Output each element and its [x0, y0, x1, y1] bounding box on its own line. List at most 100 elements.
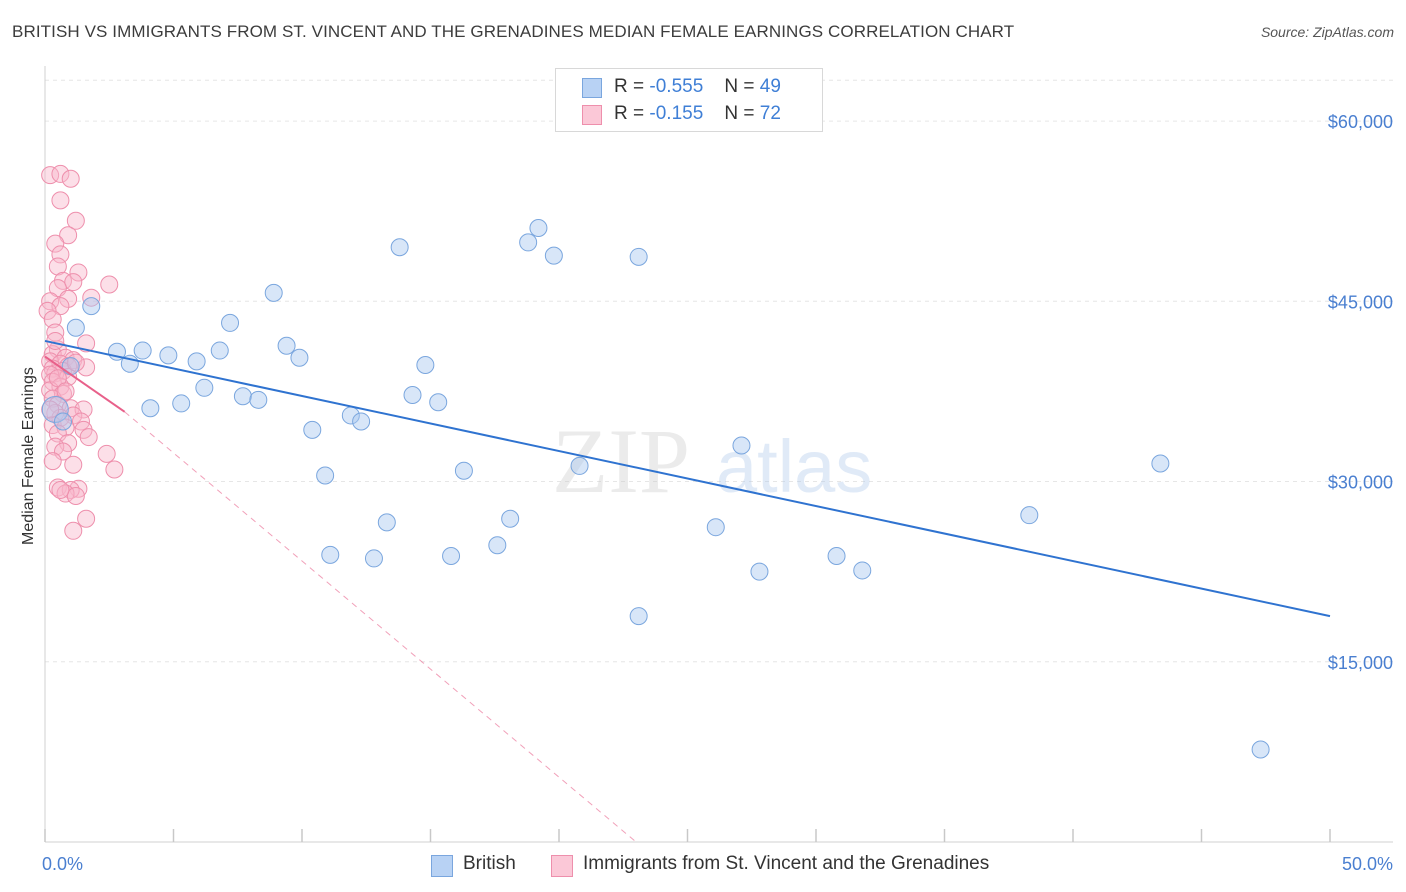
british-point: [290, 348, 309, 367]
immigrants-point: [66, 486, 85, 505]
gridlines: [45, 79, 1393, 663]
immigrants-point: [51, 191, 70, 210]
immigrants-points: [38, 164, 124, 540]
british-point: [544, 246, 563, 265]
british-point: [454, 461, 473, 480]
british-point: [629, 607, 648, 626]
british-point: [187, 352, 206, 371]
bottom-british-swatch: [431, 855, 453, 877]
british-point: [141, 399, 160, 418]
y-tick-labels: $15,000 $30,000 $45,000 $60,000: [1328, 112, 1393, 673]
immigrants-point: [64, 521, 83, 540]
british-point: [403, 386, 422, 405]
y-tick-label: $15,000: [1328, 653, 1393, 673]
british-points: [41, 219, 1270, 759]
british-point: [233, 387, 252, 406]
british-point: [1251, 740, 1270, 759]
british-point: [133, 341, 152, 360]
immigrants-point: [66, 211, 85, 230]
british-point: [750, 562, 769, 581]
immigrants-n-value: 72: [759, 103, 781, 124]
british-point: [377, 513, 396, 532]
immigrants-swatch: [582, 105, 602, 125]
immigrants-point: [97, 444, 116, 463]
immigrants-n-label: N =: [724, 103, 755, 124]
british-point: [488, 536, 507, 555]
british-point: [61, 357, 80, 376]
immigrants-point: [48, 369, 67, 388]
british-point: [221, 313, 240, 332]
immigrants-point: [64, 273, 83, 292]
british-point: [277, 336, 296, 355]
british-point: [519, 233, 538, 252]
british-point: [706, 518, 725, 537]
immigrants-point: [79, 428, 98, 447]
british-point: [416, 355, 435, 374]
watermark: ZIP atlas: [552, 410, 872, 512]
british-point: [629, 247, 648, 266]
immigrants-point: [38, 301, 57, 320]
british-n-value: 49: [759, 76, 781, 97]
immigrants-trend-line: [124, 411, 637, 843]
british-point: [1020, 506, 1039, 525]
british-r-value: -0.555: [649, 76, 704, 97]
trend-lines: [44, 339, 1331, 843]
watermark-zip: ZIP: [552, 410, 690, 512]
british-point: [529, 219, 548, 238]
chart-title: BRITISH VS IMMIGRANTS FROM ST. VINCENT A…: [12, 22, 1015, 41]
british-trend-line: [44, 339, 1331, 618]
british-point: [321, 545, 340, 564]
bottom-immigrants-swatch: [551, 855, 573, 877]
british-point: [210, 341, 229, 360]
immigrants-point: [77, 358, 96, 377]
immigrants-point: [105, 460, 124, 479]
immigrants-point: [66, 353, 85, 372]
british-point: [853, 561, 872, 580]
x-tick-labels: 0.0% 50.0%: [42, 854, 1393, 874]
immigrants-point: [51, 480, 70, 499]
british-point: [570, 456, 589, 475]
immigrants-point: [64, 455, 83, 474]
x-tick-label: 50.0%: [1342, 854, 1393, 874]
british-point: [429, 393, 448, 412]
immigrants-point: [41, 400, 60, 419]
bottom-british-label: British: [463, 853, 516, 874]
british-point: [1151, 454, 1170, 473]
british-point: [732, 436, 751, 455]
british-point: [195, 378, 214, 397]
immigrants-trend-line: [44, 355, 126, 413]
immigrants-point: [59, 226, 78, 245]
immigrants-point: [69, 263, 88, 282]
y-tick-label: $60,000: [1328, 112, 1393, 132]
bottom-immigrants-label: Immigrants from St. Vincent and the Gren…: [583, 853, 990, 874]
british-point: [352, 412, 371, 431]
immigrants-r-value: -0.155: [649, 103, 704, 124]
british-point: [827, 547, 846, 566]
immigrants-point: [59, 289, 78, 308]
immigrants-point: [77, 334, 96, 353]
immigrants-point: [74, 400, 93, 419]
immigrants-point: [61, 169, 80, 188]
y-tick-label: $30,000: [1328, 473, 1393, 493]
immigrants-point: [43, 452, 62, 471]
british-point: [442, 547, 461, 566]
british-point: [303, 420, 322, 439]
british-n-label: N =: [724, 76, 755, 97]
immigrants-point: [56, 382, 75, 401]
immigrants-point: [43, 310, 62, 329]
correlation-legend: R = -0.555 N = 49 R = -0.155 N = 72: [555, 68, 823, 132]
british-swatch: [582, 78, 602, 98]
immigrants-point: [46, 234, 65, 253]
y-tick-label: $45,000: [1328, 292, 1393, 312]
british-point: [316, 466, 335, 485]
source-label: Source: ZipAtlas.com: [1260, 24, 1394, 40]
y-axis-title: Median Female Earnings: [20, 367, 37, 545]
immigrants-point: [61, 480, 80, 499]
immigrants-r-label: R =: [614, 103, 645, 124]
british-point: [264, 283, 283, 302]
british-r-label: R =: [614, 76, 645, 97]
british-point: [390, 238, 409, 257]
axes: [44, 66, 1393, 843]
british-point: [501, 509, 520, 528]
